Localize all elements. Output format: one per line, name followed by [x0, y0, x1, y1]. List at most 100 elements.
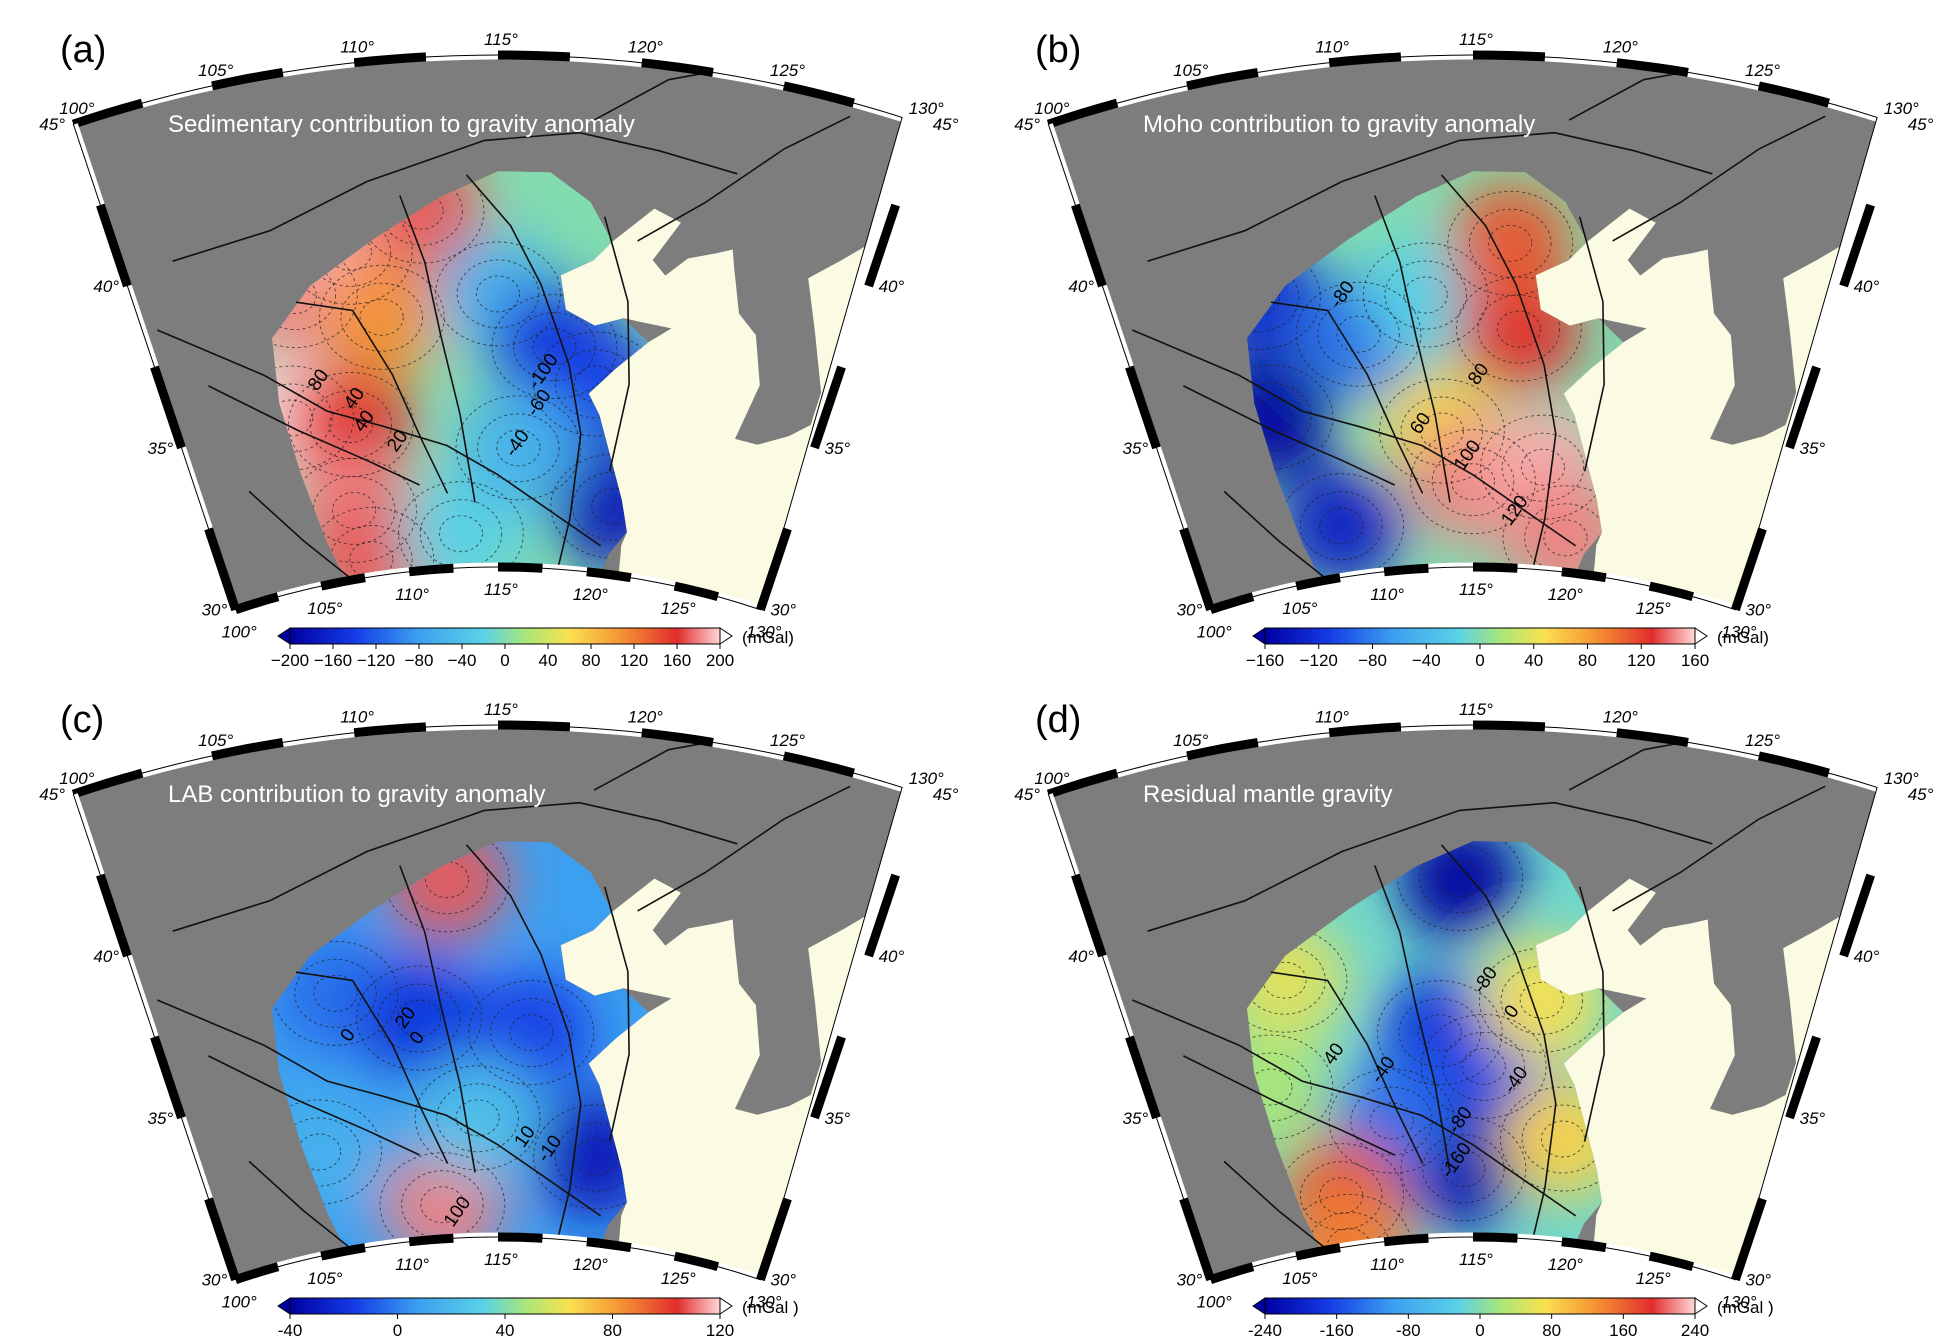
lat-tick-label: 30° [202, 601, 228, 620]
contour-line [1379, 378, 1505, 484]
frame-segment [1785, 365, 1821, 450]
lon-tick-label: 110° [395, 1255, 429, 1274]
frame-segment [837, 284, 873, 369]
colorbar-tick-label: -40 [278, 1321, 303, 1340]
lon-tick-label: 125° [770, 731, 805, 750]
colorbar-tick-label: −120 [1300, 651, 1338, 670]
lat-tick-label: 45° [1908, 115, 1934, 134]
contour-line [377, 983, 461, 1053]
contour-line [401, 1170, 484, 1240]
anomaly-blob [456, 385, 581, 510]
fault-line [295, 971, 449, 1164]
contour-line [1447, 190, 1574, 296]
lat-tick-label: 45° [1014, 115, 1040, 134]
lon-tick-label: 105° [198, 61, 233, 80]
fault-line [1578, 886, 1605, 1142]
contour-line [1478, 947, 1605, 1053]
contour-line [1369, 1102, 1414, 1140]
fault-line [1440, 174, 1557, 587]
contour-line [272, 243, 358, 348]
contour-line [1247, 1052, 1312, 1122]
frame-segment [1812, 284, 1848, 369]
contour-line [359, 298, 404, 336]
contour-line [398, 481, 524, 587]
contour-line [1299, 491, 1383, 561]
colorbar-tick-label: −200 [271, 651, 309, 670]
lon-tick-label: 105° [1282, 1269, 1317, 1288]
panel-title: Moho contribution to gravity anomaly [1143, 111, 1535, 138]
colorbar-tick-label: 0 [500, 651, 509, 670]
lon-tick-label: 110° [1370, 1255, 1404, 1274]
contour-line [1488, 224, 1533, 262]
lon-tick-label: 115° [1459, 700, 1493, 719]
lon-tick-label: 125° [1745, 731, 1780, 750]
lat-tick-label: 30° [770, 601, 796, 620]
lat-tick-label: 35° [148, 1109, 174, 1128]
lat-tick-label: 35° [1800, 1109, 1826, 1128]
panel-label: (c) [60, 699, 104, 741]
colorbar-tick-label: −40 [448, 651, 477, 670]
contour-line [1247, 364, 1334, 470]
fault-line [603, 886, 630, 1142]
lon-tick-label: 105° [307, 1269, 342, 1288]
contour-line [1403, 276, 1448, 314]
fault-line [399, 865, 476, 1173]
frame-segment [1731, 1197, 1767, 1282]
contour-line [1501, 432, 1585, 502]
contour-line [1247, 245, 1321, 351]
fault-line [637, 785, 851, 912]
contour-line [513, 312, 596, 382]
fault-line [1374, 195, 1451, 503]
contour-line [1278, 473, 1405, 579]
lon-tick-label: 120° [573, 585, 608, 604]
fault-line [156, 999, 602, 1217]
colorbar: -240 -160 -80 0 80 160 240 (mGal ) [1248, 1297, 1774, 1340]
lat-tick-label: 40° [93, 277, 119, 296]
lon-tick-label: 125° [1636, 599, 1671, 618]
colorbar-unit: (mGal) [1717, 628, 1769, 647]
fault-line [1374, 865, 1451, 1173]
lon-tick-label: 130° [1884, 769, 1919, 788]
lon-tick-label: 110° [340, 708, 374, 727]
contour-line [277, 1117, 361, 1187]
contour-line [1299, 1161, 1383, 1231]
colorbar-tick-label: 160 [1681, 651, 1709, 670]
frame-segment [756, 527, 792, 612]
sea-area [560, 208, 886, 610]
lon-tick-label: 100° [1034, 99, 1069, 118]
lon-tick-label: 125° [661, 1269, 696, 1288]
map-svg: 100° 100° 105° 105° 110° 110° 115° 115° 120° 120°… [1014, 699, 1933, 1340]
fault-line [1270, 301, 1424, 494]
colorbar-tick-label: -80 [1396, 1321, 1421, 1340]
colorbar-tick-label: 0 [1475, 1321, 1484, 1340]
anomaly-blob [415, 1055, 540, 1180]
fault-line [1183, 385, 1395, 486]
colorbar-tick-label: −80 [405, 651, 434, 670]
lon-tick-label: 105° [198, 731, 233, 750]
anomaly-blob [1247, 355, 1333, 480]
lon-tick-label: 130° [909, 99, 944, 118]
lon-tick-label: 120° [1603, 708, 1638, 727]
colorbar-tick-label: −120 [357, 651, 395, 670]
lon-tick-label: 105° [1282, 599, 1317, 618]
lat-tick-label: 40° [879, 277, 905, 296]
lat-tick-label: 45° [1014, 785, 1040, 804]
contour-line [272, 940, 399, 1046]
contour-line [1336, 315, 1381, 353]
lat-tick-label: 40° [879, 947, 905, 966]
fault-line [172, 801, 738, 932]
contour-line [414, 1065, 541, 1171]
contour-line [294, 958, 377, 1028]
frame-segment [1758, 1116, 1794, 1201]
map-panel-a: 100° 100° 105° 105° 110° 110° 115° 115° 120° 120°… [0, 0, 975, 670]
lon-tick-label: 130° [1721, 623, 1756, 642]
lon-tick-label: 110° [1315, 38, 1349, 57]
colorbar-tick-label: 40 [496, 1321, 515, 1340]
contour-line [1295, 281, 1422, 387]
contour-line [455, 1099, 500, 1137]
lon-tick-label: 115° [484, 1250, 518, 1269]
contour-line [1519, 981, 1564, 1019]
contour-line [1441, 1150, 1486, 1188]
fault-line [637, 115, 851, 242]
